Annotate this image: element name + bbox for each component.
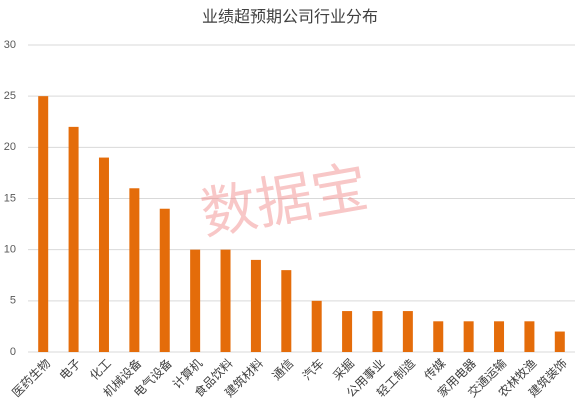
bar [402,311,413,352]
bar [311,300,322,352]
y-tick-label: 5 [10,295,16,307]
bar [554,331,565,352]
y-tick-label: 10 [4,244,16,256]
bar [494,321,505,352]
watermark: 数据宝 [196,155,372,246]
x-tick-label: 采掘 [330,355,358,383]
x-tick-label: 化工 [87,356,114,383]
x-tick-label: 通信 [269,356,296,383]
y-tick-label: 25 [4,90,16,102]
y-tick-label: 15 [4,192,16,204]
x-tick-label: 汽车 [299,355,327,383]
y-tick-label: 30 [4,39,16,51]
chart-title: 业绩超预期公司行业分布 [202,8,378,26]
x-tick-label: 传媒 [421,355,449,383]
bar [433,321,444,352]
bar [342,311,353,352]
bar [220,249,231,352]
bar [159,208,170,352]
bar [524,321,535,352]
bar [68,126,79,352]
bar [98,157,109,352]
y-tick-label: 0 [10,346,16,358]
bar [250,259,261,352]
bar [38,96,49,353]
bar [463,321,474,352]
bar [190,249,201,352]
bar [129,188,140,352]
bar [281,270,292,352]
bar [372,311,383,352]
y-tick-label: 20 [4,141,16,153]
x-tick-label: 医药生物 [9,356,53,400]
x-tick-label: 电子 [57,356,84,383]
